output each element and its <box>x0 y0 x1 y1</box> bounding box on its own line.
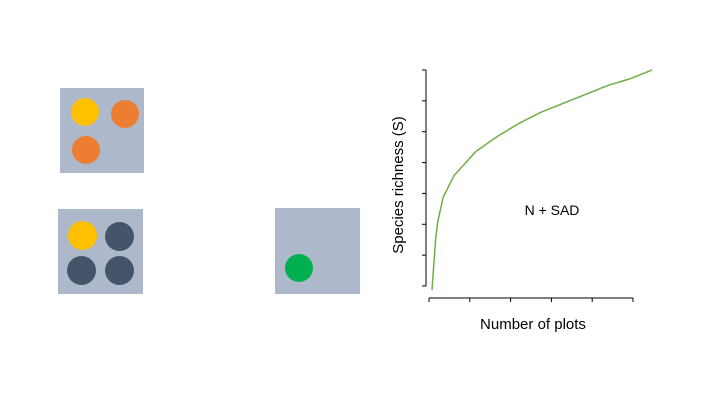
x-axis-label: Number of plots <box>480 316 586 333</box>
individual-dark <box>67 256 96 285</box>
individual-yellow <box>68 221 97 250</box>
plot-square-c <box>275 208 360 294</box>
y-axis-ticks <box>422 69 426 287</box>
plot-square-b <box>58 209 143 294</box>
individual-orange <box>72 136 100 164</box>
annotation-label: N + SAD <box>525 202 580 218</box>
species-accumulation-curve <box>431 69 653 291</box>
individual-dark <box>105 256 134 285</box>
x-axis-ticks <box>428 298 634 302</box>
plot-square-a <box>60 88 144 173</box>
individual-orange <box>111 100 139 128</box>
individual-dark <box>105 222 134 251</box>
individual-green <box>285 254 313 282</box>
individual-yellow <box>71 98 99 126</box>
y-axis-label: Species richness (S) <box>390 116 407 254</box>
